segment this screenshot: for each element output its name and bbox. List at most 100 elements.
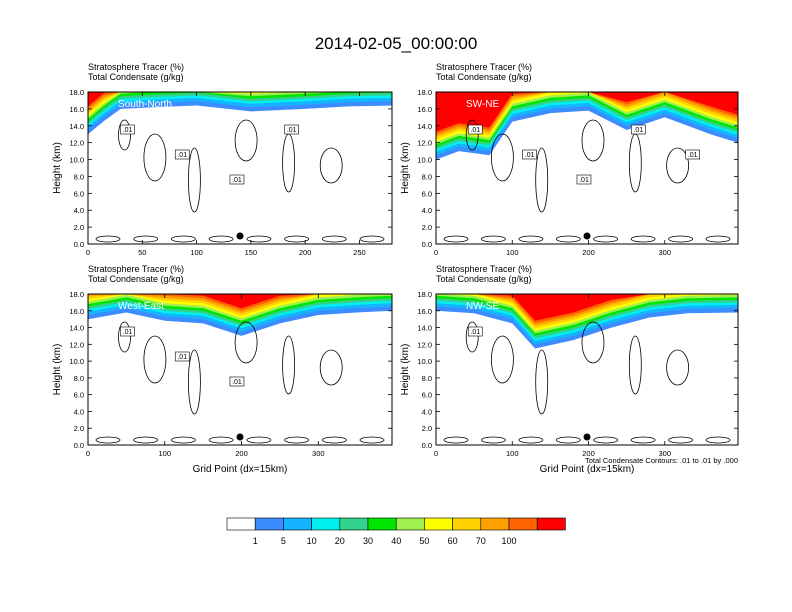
colorbar-label: 30: [363, 536, 373, 546]
contour-label: .01: [470, 127, 480, 134]
y-tick-label: 16.0: [69, 307, 84, 316]
contour-label-box: [284, 124, 299, 135]
y-tick-label: 8.0: [74, 172, 84, 181]
tracer-band: [88, 92, 392, 130]
plot-frame: [435, 293, 739, 446]
y-tick-label: 2.0: [74, 424, 84, 433]
y-tick-label: 12.0: [69, 139, 84, 148]
condensate-contour: [133, 436, 159, 444]
contour-label: .01: [579, 177, 589, 184]
condensate-contour: [555, 235, 581, 243]
contour-label-box: [120, 326, 135, 337]
x-tick-label: 300: [659, 449, 672, 458]
y-tick-label: 18.0: [69, 88, 84, 97]
y-tick-label: 16.0: [417, 307, 432, 316]
y-tick-label: 16.0: [417, 105, 432, 114]
x-tick-label: 200: [582, 449, 595, 458]
contour-label: .01: [633, 127, 643, 134]
condensate-contour: [118, 119, 131, 151]
condensate-contour: [668, 235, 693, 243]
condensate-contour: [630, 436, 656, 444]
panel-name: NW-SE: [466, 301, 499, 312]
contour-label-box: [467, 326, 483, 337]
contour-label: .01: [688, 152, 698, 159]
contour-label-box: [522, 149, 537, 160]
y-tick-label: 0.0: [422, 441, 432, 450]
contour-label: .01: [177, 152, 187, 159]
condensate-contour: [518, 436, 544, 444]
y-tick-label: 4.0: [74, 206, 84, 215]
location-marker: [236, 232, 244, 240]
y-tick-label: 18.0: [417, 290, 432, 299]
condensate-contour: [187, 147, 201, 213]
panel-west-east: .01 .01 .01 West-East Stratosphere Tracer (%…: [52, 264, 393, 475]
tracer-band: [88, 92, 392, 127]
contour-label-box: [174, 351, 190, 362]
condensate-contour: [246, 436, 272, 444]
y-axis-label: Height (km): [52, 142, 63, 194]
colorbar-label: 100: [501, 536, 516, 546]
condensate-contour: [555, 436, 581, 444]
y-tick-label: 2.0: [422, 223, 432, 232]
condensate-contour: [208, 235, 234, 243]
condensate-contour: [234, 119, 258, 162]
location-marker: [583, 433, 591, 441]
y-tick-label: 8.0: [74, 374, 84, 383]
contour-label: .01: [232, 379, 242, 386]
y-tick-label: 6.0: [74, 189, 84, 198]
y-tick-label: 14.0: [417, 324, 432, 333]
tracer-band: [436, 294, 738, 321]
colorbar-swatch: [536, 517, 566, 531]
colorbar-swatch: [508, 517, 538, 531]
condensate-contour: [666, 147, 689, 184]
page-title: 2014-02-05_00:00:00: [314, 34, 478, 53]
x-tick-label: 0: [434, 449, 438, 458]
condensate-contour: [133, 235, 159, 243]
condensate-contour: [628, 335, 642, 395]
contour-label: .01: [525, 152, 535, 159]
condensate-contour: [319, 349, 343, 386]
x-tick-label: 0: [434, 248, 438, 257]
x-tick-label: 100: [159, 449, 172, 458]
colorbar-swatch: [339, 517, 369, 531]
contour-label: .01: [123, 329, 133, 336]
tracer-band: [436, 294, 738, 324]
condensate-contour: [581, 321, 605, 364]
condensate-contour: [535, 147, 549, 213]
contour-label-box: [467, 124, 483, 135]
y-tick-label: 14.0: [69, 122, 84, 131]
y-axis-label: Height (km): [52, 344, 63, 396]
y-tick-label: 12.0: [417, 340, 432, 349]
contour-label: .01: [232, 177, 242, 184]
tracer-band: [88, 294, 392, 309]
condensate-contour: [593, 436, 619, 444]
contour-label-box: [576, 174, 592, 185]
x-tick-label: 200: [299, 248, 312, 257]
tracer-band: [436, 92, 738, 132]
plot-area: .01 .01 .01: [88, 294, 392, 444]
condensate-contour: [480, 436, 506, 444]
colorbar-label: 1: [253, 536, 258, 546]
contour-label: .01: [123, 127, 133, 134]
plot-frame: [87, 91, 393, 245]
condensate-contour: [170, 436, 196, 444]
condensate-contour: [246, 235, 272, 243]
colorbar-label: 10: [307, 536, 317, 546]
y-axis-label: Height (km): [400, 344, 411, 396]
condensate-contour: [666, 349, 689, 386]
tracer-band: [436, 92, 738, 142]
plot-frame: [435, 91, 739, 245]
location-marker: [583, 232, 591, 240]
condensate-contour: [284, 235, 310, 243]
colorbar-swatch: [480, 517, 510, 531]
contour-label: .01: [177, 354, 187, 361]
y-tick-label: 6.0: [74, 391, 84, 400]
colorbar-swatch: [254, 517, 284, 531]
contour-label-box: [120, 124, 135, 135]
y-tick-label: 12.0: [69, 340, 84, 349]
y-tick-label: 12.0: [417, 139, 432, 148]
x-tick-label: 100: [190, 248, 203, 257]
condensate-contour: [705, 235, 731, 243]
condensate-contour: [359, 235, 385, 243]
